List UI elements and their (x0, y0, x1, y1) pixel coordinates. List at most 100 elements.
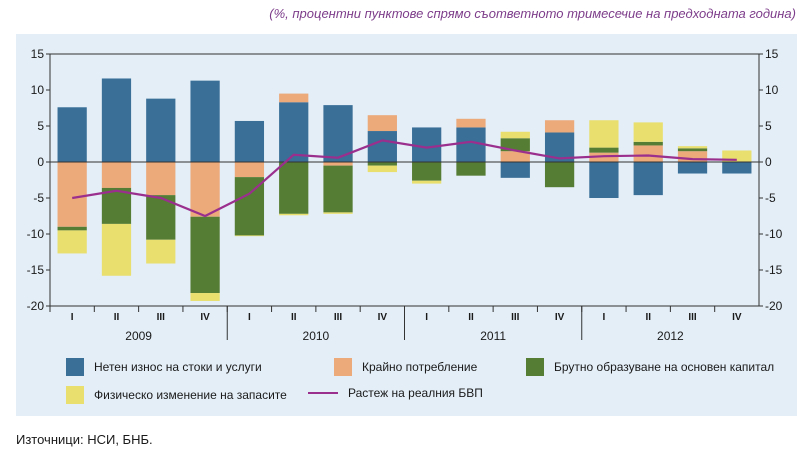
legend-line-gdp-growth (308, 392, 338, 394)
bar-net_exports-5 (279, 102, 309, 162)
y-tick-label-left-1: -15 (27, 263, 45, 277)
quarter-label-0: I (71, 312, 74, 323)
bar-consumption-6 (323, 162, 353, 166)
bar-consumption-14 (677, 151, 708, 162)
bar-net_exports-6 (323, 105, 353, 162)
quarter-label-8: I (425, 312, 428, 323)
bar-net_exports-10 (500, 162, 530, 178)
bar-investment-5 (279, 162, 309, 214)
bar-net_exports-13 (633, 162, 663, 196)
y-tick-label-left-7: 15 (31, 47, 45, 61)
bar-net_exports-12 (589, 162, 619, 198)
y-tick-label-left-3: -5 (33, 191, 44, 205)
bar-consumption-12 (589, 152, 619, 162)
quarter-label-15: IV (732, 312, 742, 323)
quarter-label-3: IV (200, 312, 210, 323)
legend-label-net-exports: Нетен износ на стоки и услуги (94, 360, 262, 374)
bar-investment-12 (589, 147, 619, 153)
bar-net_exports-1 (101, 78, 132, 162)
legend-item-gdp-growth: Растеж на реалния БВП (308, 386, 483, 400)
y-tick-label-right-3: -5 (765, 191, 776, 205)
y-tick-label-right-2: -10 (765, 227, 783, 241)
bar-net_exports-4 (234, 120, 265, 162)
y-tick-label-right-1: -15 (765, 263, 783, 277)
y-tick-label-left-5: 5 (37, 119, 44, 133)
bar-net_exports-15 (722, 162, 752, 174)
bar-investment-0 (57, 226, 87, 231)
quarter-label-4: I (248, 312, 251, 323)
quarter-label-2: III (157, 312, 166, 323)
legend-swatch-inventories (66, 386, 84, 404)
bar-consumption-11 (544, 120, 575, 133)
bar-inventories-13 (633, 122, 663, 142)
year-label-0: 2009 (125, 329, 152, 343)
quarter-label-9: II (468, 312, 474, 323)
year-label-1: 2010 (303, 329, 330, 343)
bar-inventories-0 (57, 230, 87, 254)
y-tick-label-right-0: -20 (765, 299, 783, 313)
bar-inventories-15 (722, 150, 752, 162)
bar-inventories-1 (101, 223, 132, 276)
y-tick-label-right-6: 10 (765, 83, 779, 97)
bar-net_exports-7 (367, 131, 397, 162)
legend-label-investment: Брутно образуване на основен капитал (554, 360, 775, 374)
bar-net_exports-8 (412, 127, 442, 162)
source-note: Източници: НСИ, БНБ. (16, 432, 153, 447)
bar-inventories-7 (367, 165, 397, 173)
bar-investment-13 (633, 141, 663, 146)
bar-inventories-6 (323, 212, 353, 214)
year-label-3: 2012 (657, 329, 684, 343)
bar-net_exports-14 (677, 162, 708, 174)
legend-label-consumption: Крайно потребление (362, 360, 478, 374)
legend-item-consumption: Крайно потребление (334, 358, 477, 376)
bar-consumption-1 (101, 162, 132, 188)
gdp-growth-line (72, 139, 737, 218)
bar-net_exports-3 (190, 80, 220, 162)
y-tick-label-right-7: 15 (765, 47, 779, 61)
chart-subtitle: (%, процентни пунктове спрямо съответнот… (269, 6, 796, 21)
quarter-label-13: II (645, 312, 651, 323)
bar-consumption-10 (500, 151, 530, 162)
bar-inventories-14 (677, 146, 708, 149)
bar-inventories-12 (589, 120, 619, 148)
bar-consumption-7 (367, 115, 397, 132)
legend-item-investment: Брутно образуване на основен капитал (526, 358, 774, 376)
y-tick-label-left-0: -20 (27, 299, 45, 313)
y-tick-label-left-4: 0 (37, 155, 44, 169)
year-label-2: 2011 (480, 329, 506, 343)
bar-investment-14 (677, 148, 708, 152)
legend-swatch-consumption (334, 358, 352, 376)
quarter-label-12: I (603, 312, 606, 323)
chart-legend: Нетен износ на стоки и услуги Крайно пот… (16, 352, 797, 416)
y-tick-label-left-6: 10 (31, 83, 45, 97)
bar-investment-11 (544, 162, 575, 188)
bar-inventories-4 (234, 235, 265, 237)
bar-consumption-2 (146, 162, 176, 196)
legend-label-inventories: Физическо изменение на запасите (94, 388, 287, 402)
bar-consumption-0 (57, 162, 87, 227)
bar-consumption-4 (234, 162, 265, 178)
quarter-label-6: III (334, 312, 343, 323)
bar-investment-6 (323, 165, 353, 213)
chart-panel: -20 -20 -15 -15 -10 -10 -5 -5 0 0 5 5 10 10 15 15 I II III… (16, 34, 797, 416)
bar-inventories-2 (146, 239, 176, 264)
bar-investment-7 (367, 162, 397, 166)
bar-inventories-3 (190, 293, 220, 301)
quarter-label-10: III (511, 312, 520, 323)
bar-investment-4 (234, 177, 265, 236)
bar-consumption-9 (456, 118, 486, 128)
bar-inventories-5 (279, 213, 309, 216)
y-tick-label-right-4: 0 (765, 155, 772, 169)
bar-inventories-10 (500, 131, 530, 139)
y-tick-label-left-2: -10 (27, 227, 45, 241)
bar-investment-1 (101, 187, 132, 224)
bar-consumption-3 (190, 162, 220, 217)
legend-item-net-exports: Нетен износ на стоки и услуги (66, 358, 262, 376)
quarter-label-7: IV (378, 312, 388, 323)
quarter-label-11: IV (555, 312, 565, 323)
legend-label-gdp-growth: Растеж на реалния БВП (348, 386, 483, 400)
bar-investment-3 (190, 216, 220, 294)
quarter-label-14: III (688, 312, 697, 323)
y-tick-label-right-5: 5 (765, 119, 772, 133)
bar-net_exports-0 (57, 107, 87, 162)
